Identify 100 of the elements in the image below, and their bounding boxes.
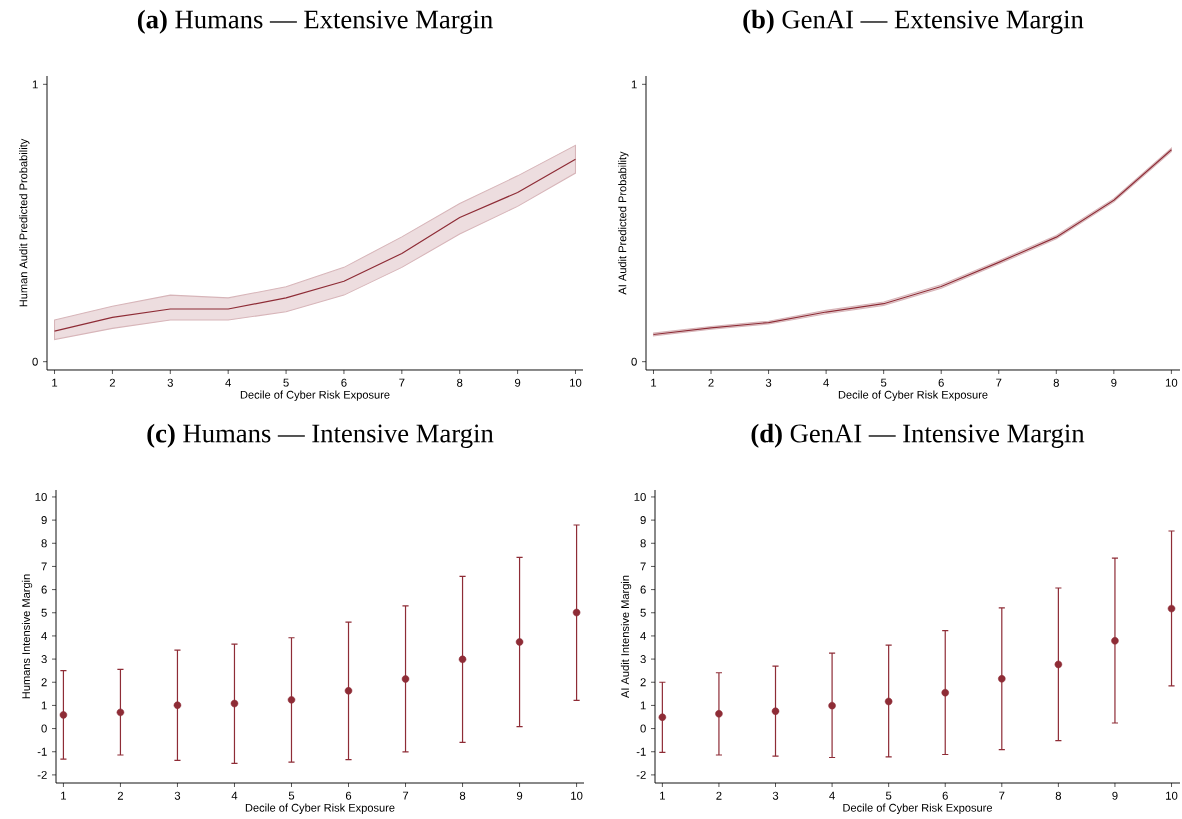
- x-tick-label: 1: [660, 791, 665, 800]
- point: [401, 675, 410, 683]
- x-tick-label: 5: [288, 791, 295, 800]
- x-tick-label: 10: [570, 378, 582, 387]
- y-tick-label: 3: [41, 655, 47, 664]
- x-tick-label: 2: [708, 378, 714, 387]
- y-tick-label: 5: [640, 608, 646, 617]
- x-tick-label: 8: [459, 791, 466, 800]
- x-tick-label: 7: [999, 791, 1005, 800]
- point: [173, 701, 182, 709]
- x-tick-label: 7: [402, 791, 409, 800]
- y-tick-label: 3: [640, 655, 646, 664]
- point: [1111, 637, 1119, 645]
- y-tick-label: -1: [37, 747, 47, 756]
- y-tick-label: 1: [640, 701, 646, 710]
- y-tick-label: 2: [41, 678, 47, 687]
- x-tick-label: 6: [341, 378, 347, 387]
- x-tick-label: 3: [765, 378, 772, 387]
- y-tick-label: 2: [640, 678, 646, 687]
- x-tick-label: 5: [283, 378, 289, 387]
- chart-title: (c) Humans — Intensive Margin: [147, 423, 494, 448]
- x-tick-label: 2: [716, 791, 722, 800]
- y-axis-title: Human Audit Predicted Probability: [19, 138, 30, 307]
- x-tick-label: 1: [651, 378, 657, 387]
- y-tick-label: -2: [636, 770, 646, 779]
- x-axis-title: Decile of Cyber Risk Exposure: [245, 803, 395, 814]
- y-tick-label: 7: [41, 562, 47, 571]
- chart-title: (a) Humans — Extensive Margin: [137, 9, 493, 34]
- x-tick-label: 4: [829, 791, 835, 800]
- y-tick-label: 10: [634, 492, 646, 501]
- point: [515, 638, 524, 646]
- x-tick-label: 7: [996, 378, 1002, 387]
- y-tick-label: 4: [41, 632, 47, 640]
- x-tick-label: 8: [457, 378, 463, 387]
- point: [658, 713, 667, 721]
- x-tick-label: 9: [516, 791, 523, 800]
- x-tick-label: 6: [345, 791, 352, 800]
- x-tick-label: 5: [885, 791, 892, 800]
- point: [116, 708, 125, 717]
- x-axis-title: Decile of Cyber Risk Exposure: [843, 803, 993, 814]
- point: [344, 687, 353, 695]
- y-axis-title: AI Audit Intensive Margin: [620, 575, 632, 698]
- y-tick-label: 7: [640, 562, 646, 571]
- point: [458, 655, 467, 664]
- y-tick-label: 0: [32, 357, 38, 366]
- x-tick-label: 8: [1053, 378, 1059, 387]
- x-tick-label: 3: [167, 378, 173, 387]
- x-tick-label: 2: [117, 791, 124, 800]
- y-tick-label: 0: [631, 357, 637, 366]
- point: [1054, 660, 1063, 669]
- y-tick-label: 9: [41, 516, 47, 525]
- y-tick-label: 10: [35, 492, 47, 501]
- x-tick-label: 10: [1165, 378, 1178, 387]
- point: [572, 608, 581, 617]
- x-tick-label: 2: [109, 378, 115, 387]
- x-tick-label: 1: [61, 791, 67, 800]
- y-tick-label: 6: [640, 585, 646, 594]
- x-tick-label: 1: [52, 378, 58, 387]
- x-tick-label: 4: [823, 378, 829, 387]
- y-tick-label: -2: [37, 770, 47, 779]
- x-tick-label: 4: [231, 791, 238, 800]
- x-axis-title: Decile of Cyber Risk Exposure: [240, 390, 390, 401]
- y-axis-title: Humans Intensive Margin: [21, 574, 33, 699]
- x-tick-label: 8: [1055, 791, 1062, 800]
- x-tick-label: 9: [1112, 791, 1118, 800]
- y-tick-label: 4: [640, 632, 646, 640]
- y-tick-label: 1: [631, 80, 637, 89]
- x-tick-label: 10: [1166, 791, 1178, 800]
- x-axis-title: Decile of Cyber Risk Exposure: [838, 390, 988, 401]
- x-tick-label: 10: [571, 791, 583, 800]
- x-tick-label: 6: [938, 378, 944, 387]
- y-tick-label: 9: [640, 516, 646, 525]
- chart-title: (b) GenAI — Extensive Margin: [743, 9, 1084, 34]
- y-tick-label: 5: [41, 608, 47, 617]
- y-tick-label: 6: [41, 585, 47, 594]
- y-tick-label: 1: [41, 701, 47, 710]
- point: [941, 688, 949, 697]
- y-tick-label: 8: [640, 539, 646, 548]
- x-tick-label: 7: [399, 378, 405, 387]
- x-tick-label: 6: [942, 791, 948, 800]
- x-tick-label: 3: [174, 791, 181, 800]
- x-tick-label: 9: [1111, 378, 1117, 387]
- point: [59, 711, 68, 719]
- point: [287, 696, 296, 704]
- y-tick-label: -1: [636, 747, 646, 756]
- point: [715, 710, 723, 718]
- point: [998, 675, 1006, 683]
- y-tick-label: 0: [41, 724, 47, 733]
- y-tick-label: 8: [41, 539, 47, 548]
- y-tick-label: 1: [32, 80, 38, 89]
- point: [230, 699, 239, 708]
- point: [828, 701, 836, 710]
- y-tick-label: 0: [640, 724, 646, 733]
- y-axis-title: AI Audit Predicted Probability: [618, 151, 629, 295]
- x-tick-label: 9: [514, 378, 521, 387]
- chart-title: (d) GenAI — Intensive Margin: [751, 423, 1085, 448]
- x-tick-label: 5: [880, 378, 887, 387]
- x-tick-label: 3: [772, 791, 779, 800]
- point: [884, 697, 893, 706]
- x-tick-label: 4: [225, 378, 232, 387]
